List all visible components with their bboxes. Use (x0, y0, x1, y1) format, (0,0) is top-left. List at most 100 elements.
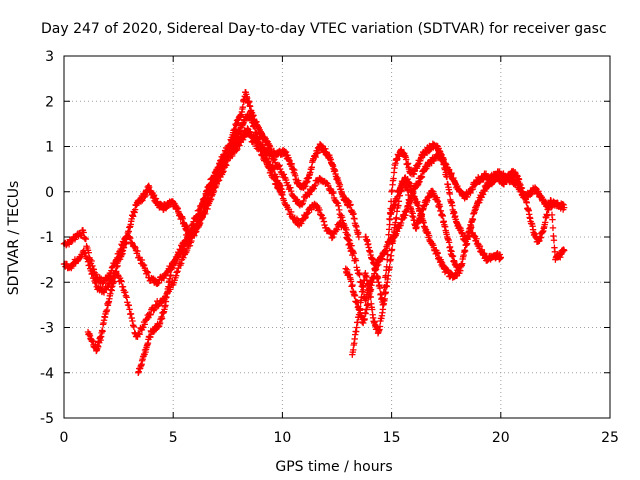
y-tick-label: -4 (40, 366, 54, 382)
data-point (127, 235, 134, 242)
data-point (551, 248, 559, 256)
data-point (173, 269, 181, 276)
y-tick-label: 2 (45, 94, 54, 110)
data-point (311, 182, 318, 190)
data-point (140, 324, 147, 331)
series-track-c (84, 89, 363, 355)
data-point (446, 190, 454, 198)
data-point (251, 137, 258, 144)
data-point (386, 263, 393, 271)
data-point (348, 242, 355, 249)
data-point (497, 254, 504, 261)
data-point (448, 169, 455, 177)
data-point (343, 266, 351, 274)
data-point (356, 271, 363, 278)
data-point (138, 256, 146, 264)
data-point (234, 145, 241, 153)
data-point (356, 305, 364, 313)
data-point (469, 216, 477, 223)
data-point (86, 262, 93, 269)
data-point (388, 246, 396, 253)
data-point (99, 328, 106, 335)
data-point (239, 104, 247, 111)
data-point (65, 241, 73, 248)
data-point (376, 284, 384, 292)
data-point (335, 202, 342, 210)
data-point (158, 315, 166, 322)
data-point (247, 132, 255, 139)
data-point (376, 323, 384, 330)
data-point (276, 162, 283, 169)
data-point (172, 272, 180, 279)
data-point (84, 255, 91, 262)
data-point (88, 270, 95, 278)
data-point (358, 293, 365, 301)
y-axis-label: SDTVAR / TECUs (6, 181, 22, 296)
data-point (143, 315, 151, 323)
data-point (453, 272, 461, 279)
data-point (523, 199, 530, 206)
data-point (251, 123, 258, 131)
data-point (130, 323, 138, 330)
data-point (224, 148, 231, 155)
series-track-e (342, 150, 568, 327)
data-point (333, 226, 341, 233)
data-point (107, 270, 114, 278)
x-tick-label: 5 (169, 430, 178, 446)
data-point (543, 212, 551, 219)
data-point (385, 239, 392, 246)
data-point (118, 278, 125, 285)
axis-ticks: 0 5 10 15 20 25 -5 -4 -3 -2 -1 0 1 2 3 (40, 49, 619, 446)
data-point (167, 271, 174, 279)
data-point (178, 260, 185, 267)
data-point (82, 235, 90, 243)
data-point (121, 288, 129, 296)
data-point (443, 173, 451, 181)
data-point (542, 219, 549, 226)
data-point (80, 229, 87, 236)
data-point (150, 191, 158, 199)
data-point (249, 117, 256, 125)
data-point (300, 197, 307, 205)
data-point (393, 214, 400, 221)
data-point (123, 294, 130, 301)
data-point (560, 247, 568, 254)
data-point (144, 269, 151, 276)
x-tick-label: 10 (273, 430, 291, 446)
data-point (354, 319, 361, 326)
data-point (128, 314, 135, 322)
data-point (344, 232, 352, 239)
x-tick-label: 20 (492, 430, 510, 446)
data-point (390, 175, 397, 182)
data-point (96, 274, 103, 281)
data-point (327, 229, 334, 236)
series-track-d (135, 111, 286, 376)
data-point (311, 181, 319, 189)
data-point (132, 244, 139, 251)
data-point (81, 249, 89, 257)
data-point (150, 307, 157, 314)
data-point (125, 302, 132, 309)
data-series (60, 89, 568, 376)
data-point (129, 317, 136, 325)
data-point (180, 254, 187, 261)
data-point (280, 171, 288, 178)
data-point (349, 248, 357, 256)
chart-title: Day 247 of 2020, Sidereal Day-to-day VTE… (41, 21, 607, 37)
data-point (343, 226, 350, 233)
data-point (298, 220, 305, 227)
data-point (293, 196, 301, 203)
series-track-h (349, 174, 461, 358)
data-point (355, 233, 363, 241)
data-point (164, 268, 171, 276)
data-point (322, 145, 329, 152)
data-point (186, 242, 194, 249)
data-point (385, 272, 392, 279)
data-point (350, 250, 357, 257)
data-point (287, 208, 295, 216)
data-point (90, 266, 98, 273)
data-point (547, 197, 555, 204)
data-point (84, 258, 92, 265)
data-point (353, 264, 360, 271)
